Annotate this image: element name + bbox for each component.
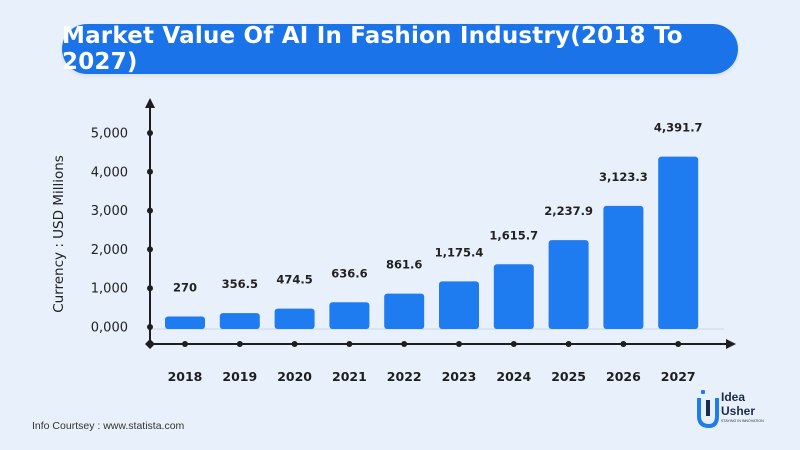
bar [219, 313, 260, 329]
bar [658, 156, 699, 329]
y-tick-label: 1,000 [91, 282, 128, 297]
y-tick-dot [147, 246, 153, 253]
x-tick-label: 2018 [168, 369, 203, 384]
x-tick-label: 2022 [387, 369, 422, 384]
y-axis-title: Currency : USD Millions [51, 155, 67, 313]
bar-value-label: 1,175.4 [435, 245, 484, 259]
x-axis-arrow-icon [726, 339, 736, 349]
x-tick-dot [346, 341, 353, 347]
y-tick-dot [147, 285, 153, 292]
bar-value-label: 270 [173, 281, 197, 295]
y-tick-dot [147, 324, 153, 330]
x-tick-dot [401, 341, 408, 347]
x-tick-label: 2027 [661, 369, 696, 384]
logo-mark-icon: Idea Usher STAYING IN INNOVATION [697, 390, 764, 429]
logo-line1: Idea [721, 390, 745, 404]
bar [274, 308, 315, 329]
x-tick-label: 2025 [551, 369, 586, 384]
logo-line2: Usher [721, 404, 755, 418]
x-tick-label: 2024 [496, 369, 531, 384]
x-tick-label: 2019 [222, 369, 257, 384]
bar [548, 240, 589, 329]
y-tick-dot [147, 168, 153, 175]
y-tick-label: 3,000 [91, 204, 128, 219]
x-tick-dot [675, 341, 682, 347]
y-tick-label: 4,000 [91, 165, 128, 180]
bar-value-label: 474.5 [276, 273, 312, 287]
bar-value-label: 356.5 [222, 277, 258, 291]
bar [384, 293, 425, 329]
y-tick-label: 2,000 [91, 243, 128, 258]
x-tick-label: 2026 [606, 369, 641, 384]
y-tick-dot [147, 207, 153, 214]
x-tick-dot [510, 341, 517, 347]
bar [165, 316, 205, 329]
idea-usher-logo: Idea Usher STAYING IN INNOVATION [695, 386, 775, 432]
bar-value-label: 4,391.7 [654, 121, 703, 135]
bar-value-label: 636.6 [331, 266, 367, 280]
x-tick-label: 2023 [442, 369, 477, 384]
y-tick-label: 0,000 [91, 321, 128, 336]
x-tick-dot [565, 341, 572, 347]
bar [493, 264, 534, 329]
bar [603, 205, 644, 329]
x-tick-dot [236, 341, 243, 347]
logo-tagline: STAYING IN INNOVATION [721, 419, 764, 423]
chart-title: Market Value Of AI In Fashion Industry(2… [62, 23, 683, 75]
x-tick-label: 2020 [277, 369, 312, 384]
chart-title-banner: Market Value Of AI In Fashion Industry(2… [62, 23, 738, 75]
x-tick-dot [456, 341, 462, 347]
bar-value-label: 1,615.7 [489, 228, 538, 242]
bar-value-label: 2,237.9 [544, 204, 593, 218]
y-axis-arrow-icon [145, 98, 155, 108]
bar-value-label: 861.6 [386, 258, 422, 272]
x-tick-dot [182, 341, 188, 347]
x-tick-dot [620, 341, 627, 347]
x-tick-dot [291, 341, 298, 347]
bar-value-label: 3,123.3 [599, 170, 648, 184]
bar [439, 281, 479, 329]
axis-origin-marker [145, 339, 155, 349]
y-tick-dot [147, 130, 153, 136]
source-credit: Info Courtsey : www.statista.com [32, 420, 185, 432]
bar [329, 302, 370, 329]
x-tick-label: 2021 [332, 369, 367, 384]
y-tick-label: 5,000 [91, 127, 128, 142]
